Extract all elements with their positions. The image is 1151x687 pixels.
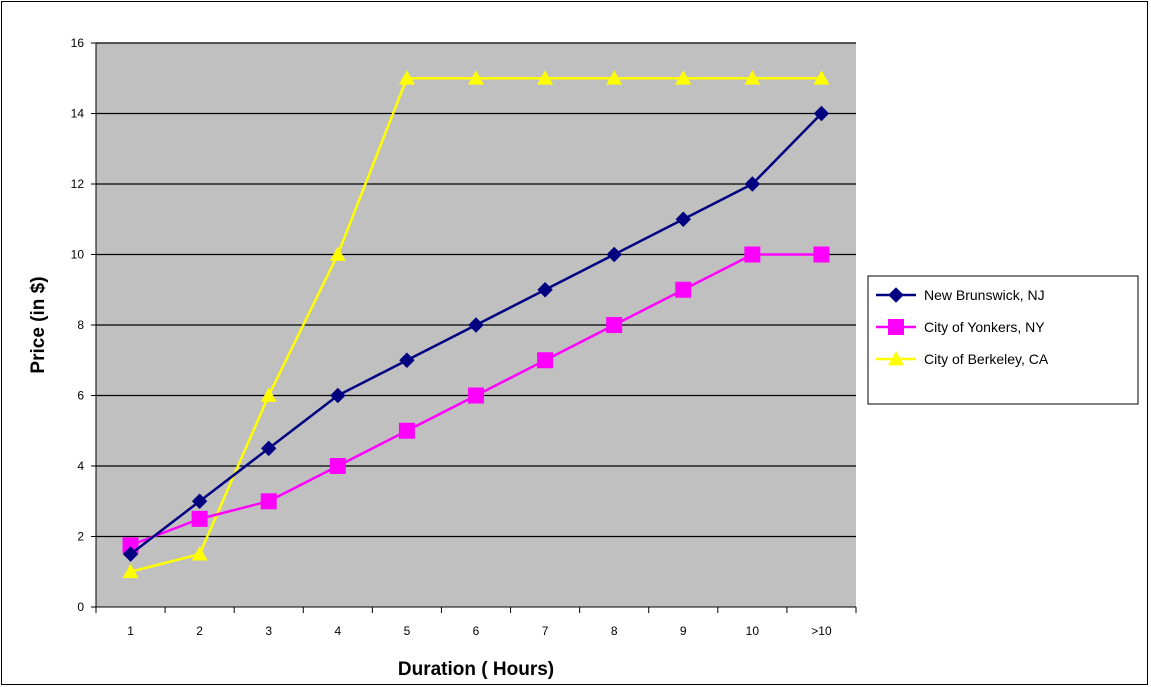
data-point-triangle [122,563,139,579]
y-tick-label: 14 [71,107,85,121]
legend-box [867,275,1139,405]
series-square [122,246,830,554]
data-point-square [329,458,346,474]
legend-item: New Brunswick, NJ [876,287,1045,303]
legend-label: City of Berkeley, CA [924,351,1049,367]
data-point-triangle [744,70,761,85]
data-point-triangle [191,546,208,561]
x-tick-label: 8 [611,624,618,638]
x-tick-label: 2 [196,624,203,638]
data-point-square [888,319,904,335]
y-tick-label: 4 [77,459,84,473]
data-point-diamond [468,317,484,333]
data-point-square [122,537,139,554]
x-tick-label: >10 [811,624,832,638]
x-tick-label: 10 [746,624,760,638]
data-point-diamond [261,440,277,457]
data-point-diamond [813,105,830,122]
data-point-square [675,281,692,298]
axes [95,43,857,613]
y-tick-label: 6 [77,389,84,403]
data-point-diamond [606,246,622,263]
data-point-triangle [468,70,484,85]
y-tick-label: 0 [77,600,84,614]
x-tick-label: 6 [473,624,480,638]
data-point-diamond [537,282,553,298]
y-tick-label: 10 [71,248,85,262]
data-point-diamond [888,287,904,303]
data-point-square [398,422,415,439]
x-tick-label: 7 [542,624,549,638]
y-tick-label: 12 [71,177,85,191]
data-point-triangle [888,351,904,366]
data-point-square [744,246,761,263]
data-point-diamond [330,387,346,404]
data-point-square [260,493,277,510]
x-tick-label: 5 [404,624,411,638]
data-point-diamond [191,493,208,509]
legend-label: City of Yonkers, NY [924,319,1045,335]
x-tick-label: 9 [680,624,687,638]
y-tick-label: 2 [77,530,84,544]
data-point-triangle [606,70,623,85]
data-point-triangle [329,246,346,261]
data-point-triangle [398,70,415,85]
x-tick-label: 1 [127,624,134,638]
data-point-square [606,317,623,333]
data-point-square [813,246,830,263]
data-point-square [191,510,208,527]
legend-label: New Brunswick, NJ [924,287,1045,303]
series-diamond [122,105,830,562]
y-axis-title: Price (in $) [28,276,49,373]
x-tick-label: 3 [265,624,272,638]
data-point-square [468,387,484,404]
data-point-triangle [260,387,277,402]
legend: New Brunswick, NJ City of Yonkers, NY City… [867,275,1139,405]
data-point-diamond [399,352,415,368]
y-tick-label: 8 [77,318,84,332]
data-point-triangle [537,70,554,85]
x-tick-label: 4 [334,624,341,638]
series-triangle [122,70,830,579]
data-point-diamond [122,546,139,562]
y-tick-labels: 0 2 4 6 8 10 12 14 16 [71,36,85,614]
data-point-triangle [813,70,830,85]
data-point-diamond [744,176,761,192]
data-point-triangle [675,70,692,85]
series-layer [122,70,830,579]
data-point-diamond [675,211,691,227]
x-tick-labels: 1 2 3 4 5 6 7 8 9 10 >10 [127,624,832,638]
y-tick-label: 16 [71,36,85,50]
data-point-square [537,352,554,369]
legend-item: City of Berkeley, CA [876,351,1049,367]
x-axis-title: Duration ( Hours) [398,659,554,680]
legend-item: City of Yonkers, NY [876,319,1045,335]
